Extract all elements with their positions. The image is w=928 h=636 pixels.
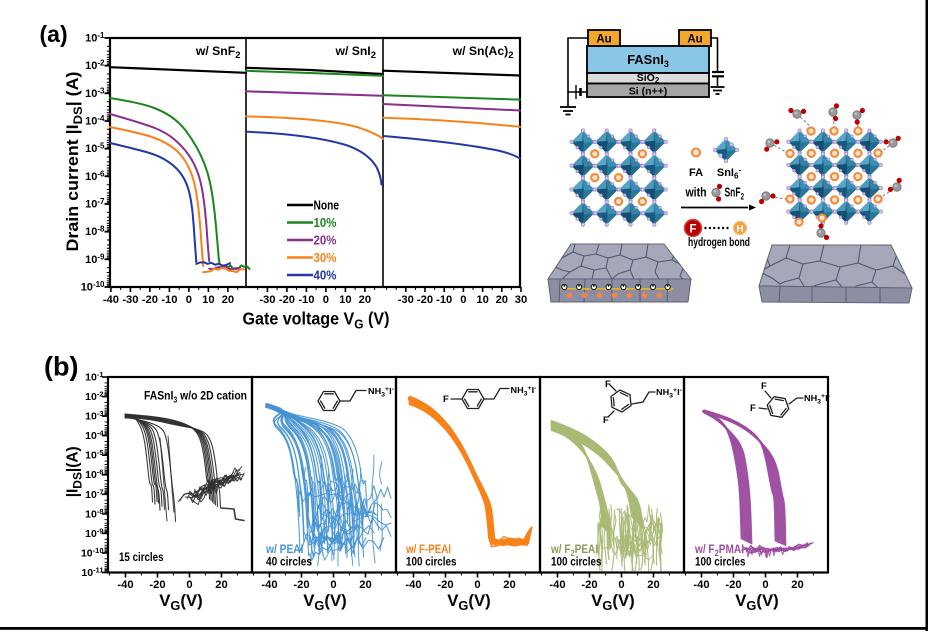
svg-text:-30: -30 xyxy=(122,294,138,306)
svg-text:-10: -10 xyxy=(436,294,452,306)
svg-text:F: F xyxy=(750,403,756,414)
svg-text:VG(V): VG(V) xyxy=(591,591,635,613)
svg-text:10: 10 xyxy=(202,294,214,306)
svg-text:Au: Au xyxy=(687,34,702,46)
svg-text:VG(V): VG(V) xyxy=(735,591,779,613)
svg-text:FA: FA xyxy=(689,167,703,179)
svg-text:20: 20 xyxy=(215,579,227,591)
svg-text:-20: -20 xyxy=(417,294,433,306)
svg-text:F: F xyxy=(761,381,767,392)
svg-text:30: 30 xyxy=(515,294,527,306)
svg-text:-20: -20 xyxy=(142,294,158,306)
svg-text:0: 0 xyxy=(186,579,192,591)
svg-text:20: 20 xyxy=(496,294,508,306)
svg-text:FASnI3 w/o 2D cation: FASnI3 w/o 2D cation xyxy=(144,389,247,405)
svg-text:None: None xyxy=(314,199,340,213)
svg-text:-40: -40 xyxy=(549,579,565,591)
svg-text:15 circles: 15 circles xyxy=(119,550,164,564)
svg-text:40 circles: 40 circles xyxy=(266,555,312,569)
svg-text:0: 0 xyxy=(474,579,480,591)
svg-text:F: F xyxy=(443,394,449,405)
svg-text:-40: -40 xyxy=(693,579,709,591)
svg-text:20: 20 xyxy=(359,294,371,306)
svg-text:with: with xyxy=(685,186,707,200)
svg-text:F: F xyxy=(603,415,609,426)
svg-text:FASnI3: FASnI3 xyxy=(627,52,669,69)
svg-text:20: 20 xyxy=(791,579,803,591)
svg-text:-20: -20 xyxy=(437,579,453,591)
svg-text:100 circles: 100 circles xyxy=(551,555,602,569)
svg-text:VG(V): VG(V) xyxy=(447,591,491,613)
svg-text:(b): (b) xyxy=(44,352,78,382)
svg-text:-10: -10 xyxy=(161,294,177,306)
svg-text:10: 10 xyxy=(476,294,488,306)
svg-text:-30: -30 xyxy=(259,294,275,306)
svg-text:20: 20 xyxy=(359,579,371,591)
svg-text:VG(V): VG(V) xyxy=(159,591,203,613)
svg-text:40%: 40% xyxy=(314,269,337,283)
svg-text:10%: 10% xyxy=(314,216,337,230)
svg-text:-40: -40 xyxy=(117,579,133,591)
svg-text:VG(V): VG(V) xyxy=(303,591,347,613)
svg-text:30%: 30% xyxy=(314,251,337,265)
svg-text:20%: 20% xyxy=(314,234,337,248)
svg-text:20: 20 xyxy=(647,579,659,591)
svg-text:Si (n++): Si (n++) xyxy=(629,86,668,98)
svg-text:|IDS|(A): |IDS|(A) xyxy=(65,446,85,497)
svg-text:H: H xyxy=(736,224,743,235)
svg-text:F: F xyxy=(689,224,696,236)
svg-text:0: 0 xyxy=(323,294,329,306)
svg-text:-10: -10 xyxy=(298,294,314,306)
svg-text:10: 10 xyxy=(339,294,351,306)
svg-text:Au: Au xyxy=(596,34,611,46)
svg-text:-40: -40 xyxy=(405,579,421,591)
svg-text:-40: -40 xyxy=(261,579,277,591)
svg-text:0: 0 xyxy=(330,579,336,591)
svg-text:-20: -20 xyxy=(581,579,597,591)
svg-text:-20: -20 xyxy=(279,294,295,306)
svg-text:0: 0 xyxy=(460,294,466,306)
svg-text:hydrogen bond: hydrogen bond xyxy=(688,237,750,249)
svg-text:20: 20 xyxy=(503,579,515,591)
svg-text:Drain current |IDS| (A): Drain current |IDS| (A) xyxy=(64,72,85,252)
svg-text:0: 0 xyxy=(618,579,624,591)
svg-text:-20: -20 xyxy=(293,579,309,591)
svg-text:100 circles: 100 circles xyxy=(406,555,457,569)
svg-text:100 circles: 100 circles xyxy=(695,555,746,569)
svg-text:SnI6-: SnI6- xyxy=(717,166,742,181)
svg-text:-20: -20 xyxy=(149,579,165,591)
svg-text:-40: -40 xyxy=(103,294,119,306)
svg-text:Gate voltage VG (V): Gate voltage VG (V) xyxy=(243,309,390,332)
svg-text:(a): (a) xyxy=(40,21,68,47)
svg-text:F: F xyxy=(605,379,611,390)
svg-text:0: 0 xyxy=(186,294,192,306)
svg-text:-20: -20 xyxy=(725,579,741,591)
svg-text:0: 0 xyxy=(762,579,768,591)
svg-text:-30: -30 xyxy=(398,294,414,306)
svg-text:20: 20 xyxy=(222,294,234,306)
